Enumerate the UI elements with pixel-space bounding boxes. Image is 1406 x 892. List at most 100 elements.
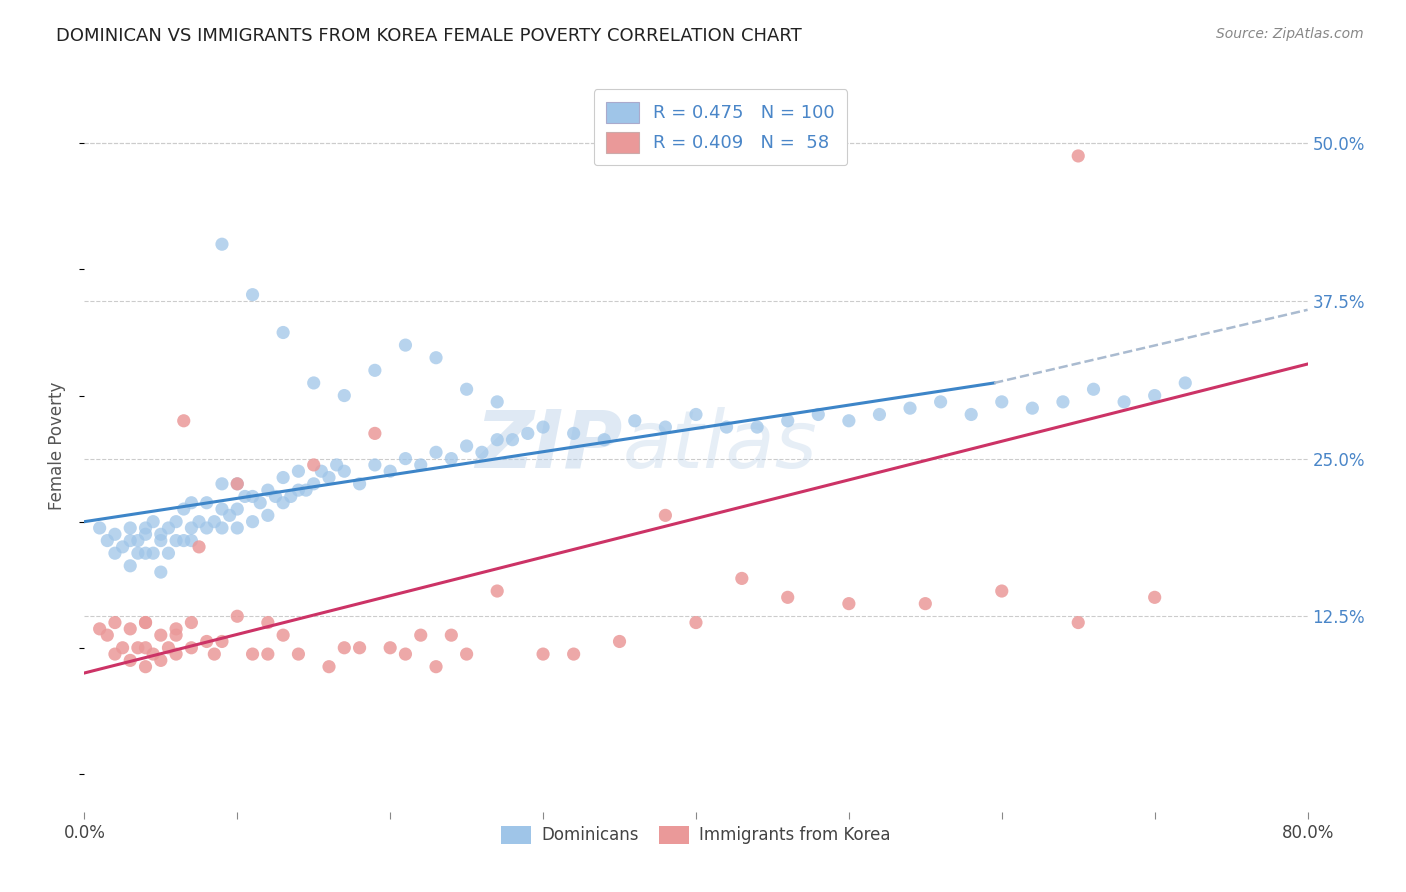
Point xyxy=(157,546,180,560)
Point xyxy=(180,533,202,548)
Point xyxy=(287,464,309,478)
Point xyxy=(1067,615,1090,630)
Y-axis label: Female Poverty: Female Poverty xyxy=(48,382,66,510)
Point xyxy=(111,540,134,554)
Point xyxy=(202,647,225,661)
Point xyxy=(456,647,478,661)
Point xyxy=(838,414,860,428)
Point xyxy=(111,640,134,655)
Point xyxy=(218,508,240,523)
Point xyxy=(349,640,371,655)
Point xyxy=(394,647,416,661)
Point xyxy=(135,546,157,560)
Point xyxy=(991,584,1014,599)
Point xyxy=(202,515,225,529)
Point xyxy=(226,521,249,535)
Point xyxy=(271,326,294,340)
Point xyxy=(1143,388,1166,402)
Point xyxy=(242,490,264,504)
Point xyxy=(271,496,294,510)
Point xyxy=(471,445,494,459)
Point xyxy=(120,653,142,667)
Point xyxy=(157,640,180,655)
Point xyxy=(593,433,616,447)
Point xyxy=(929,395,952,409)
Point xyxy=(271,628,294,642)
Point xyxy=(531,420,554,434)
Point xyxy=(120,533,142,548)
Point xyxy=(165,515,187,529)
Point xyxy=(609,634,631,648)
Point xyxy=(135,615,157,630)
Point xyxy=(149,628,172,642)
Point xyxy=(188,515,211,529)
Point xyxy=(562,647,585,661)
Point xyxy=(271,470,294,484)
Point xyxy=(394,451,416,466)
Point xyxy=(325,458,347,472)
Point xyxy=(89,622,111,636)
Point xyxy=(562,426,585,441)
Point xyxy=(211,476,233,491)
Point xyxy=(149,565,172,579)
Point xyxy=(409,458,432,472)
Point xyxy=(1067,149,1090,163)
Point xyxy=(173,533,195,548)
Point xyxy=(440,628,463,642)
Point xyxy=(180,640,202,655)
Point xyxy=(211,634,233,648)
Point xyxy=(280,490,302,504)
Point xyxy=(142,515,165,529)
Point xyxy=(226,476,249,491)
Point xyxy=(149,533,172,548)
Point xyxy=(914,597,936,611)
Point xyxy=(242,515,264,529)
Point xyxy=(1052,395,1074,409)
Point xyxy=(731,571,754,585)
Point xyxy=(380,640,402,655)
Point xyxy=(440,451,463,466)
Point xyxy=(1143,591,1166,605)
Point xyxy=(364,363,387,377)
Point xyxy=(264,490,287,504)
Point xyxy=(287,647,309,661)
Point xyxy=(486,433,509,447)
Point xyxy=(1114,395,1136,409)
Point xyxy=(838,597,860,611)
Point xyxy=(180,496,202,510)
Point xyxy=(716,420,738,434)
Point xyxy=(685,615,707,630)
Point xyxy=(869,408,891,422)
Point xyxy=(898,401,921,416)
Point xyxy=(89,521,111,535)
Point xyxy=(127,533,149,548)
Point xyxy=(349,476,371,491)
Point xyxy=(120,558,142,573)
Point xyxy=(135,527,157,541)
Point xyxy=(195,521,218,535)
Point xyxy=(747,420,769,434)
Point xyxy=(318,659,340,673)
Point xyxy=(257,483,280,497)
Point xyxy=(486,395,509,409)
Point xyxy=(257,508,280,523)
Point xyxy=(188,540,211,554)
Text: atlas: atlas xyxy=(623,407,817,485)
Point xyxy=(302,458,325,472)
Point xyxy=(654,508,676,523)
Text: DOMINICAN VS IMMIGRANTS FROM KOREA FEMALE POVERTY CORRELATION CHART: DOMINICAN VS IMMIGRANTS FROM KOREA FEMAL… xyxy=(56,27,801,45)
Point xyxy=(211,521,233,535)
Point xyxy=(960,408,983,422)
Point xyxy=(364,426,387,441)
Point xyxy=(1174,376,1197,390)
Point xyxy=(149,653,172,667)
Point xyxy=(295,483,318,497)
Point xyxy=(104,546,127,560)
Point xyxy=(991,395,1014,409)
Point xyxy=(333,388,356,402)
Point xyxy=(807,408,830,422)
Text: ZIP: ZIP xyxy=(475,407,623,485)
Point xyxy=(302,376,325,390)
Point xyxy=(135,659,157,673)
Point xyxy=(226,476,249,491)
